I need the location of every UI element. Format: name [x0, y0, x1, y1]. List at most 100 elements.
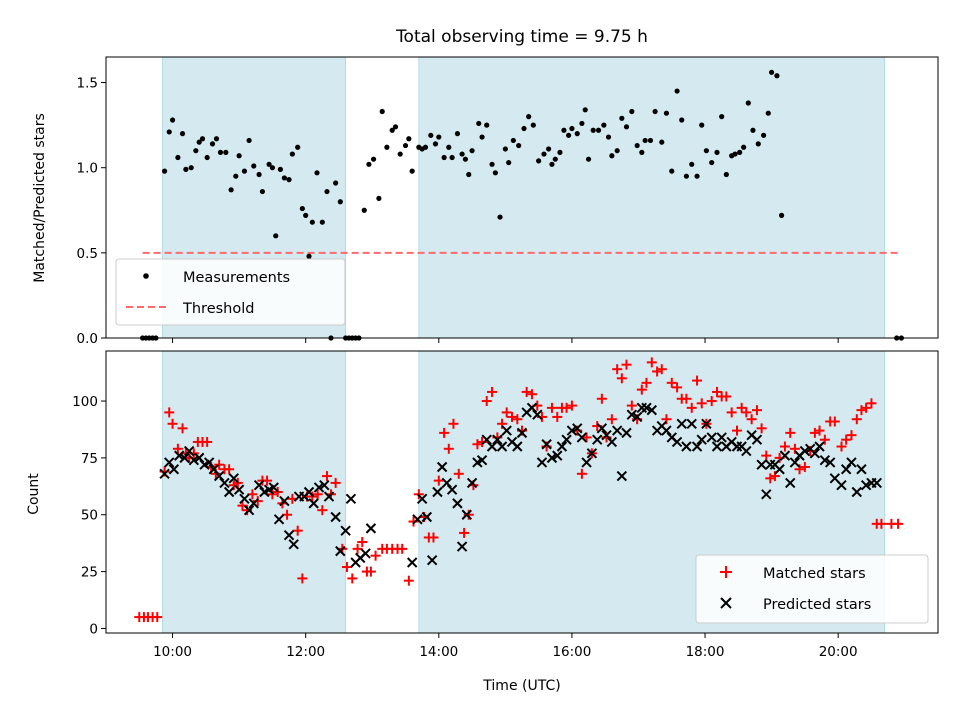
measurement-point [183, 166, 189, 172]
measurement-point [737, 149, 743, 155]
matched-star-point [252, 496, 263, 507]
measurement-point [703, 148, 709, 154]
matched-star-point [666, 377, 677, 388]
predicted-star-point [611, 425, 623, 436]
predicted-star-point [856, 464, 867, 475]
measurement-point [161, 168, 168, 174]
predicted-star-point [581, 457, 592, 468]
predicted-star-point [219, 477, 230, 489]
predicted-star-point [412, 514, 423, 525]
matched-star-point [214, 459, 225, 470]
measurement-point [209, 141, 216, 147]
measurement-point [432, 141, 439, 147]
matched-star-point [566, 400, 577, 411]
matched-star-point [761, 450, 772, 461]
measurement-point [175, 154, 181, 161]
measurement-point [199, 136, 206, 142]
measurement-point [259, 188, 266, 195]
predicted-star-point [824, 457, 836, 468]
top-observing-window [418, 56, 886, 339]
matched-star-point [330, 477, 341, 488]
predicted-star-point [496, 441, 508, 452]
matched-star-point [487, 386, 498, 397]
measurement-point [585, 156, 592, 162]
measurement-point [769, 69, 775, 75]
measurement-point [536, 158, 542, 164]
matched-star-point [546, 402, 557, 413]
predicted-star-point [691, 441, 703, 452]
measurement-point [462, 156, 469, 162]
matched-star-point [893, 518, 904, 529]
measurement-point [449, 154, 455, 161]
measurement-point [679, 117, 685, 123]
predicted-star-point [193, 452, 205, 464]
measurement-point [333, 180, 339, 186]
measurement-point [642, 137, 648, 144]
predicted-star-point [860, 479, 872, 491]
measurement-point [466, 171, 472, 178]
predicted-star-point [360, 548, 371, 559]
measurement-point [619, 115, 625, 121]
predicted-star-point [789, 457, 801, 468]
measurement-point [541, 151, 547, 157]
predicted-star-point [313, 482, 325, 493]
measurement-point [319, 219, 325, 225]
matched-star-point [656, 364, 667, 375]
measurement-point [526, 114, 532, 120]
predicted-star-point [626, 409, 638, 420]
measurement-point [366, 161, 372, 167]
predicted-star-point [183, 445, 195, 457]
matched-star-point [152, 612, 163, 623]
predicted-star-point [556, 441, 568, 452]
predicted-star-point [319, 479, 330, 491]
measurement-point [549, 161, 555, 167]
measurement-point [761, 132, 767, 138]
xtick-label: 14:00 [419, 644, 458, 660]
predicted-star-point [168, 464, 180, 475]
matched-star-point [347, 573, 358, 584]
measurement-point [306, 253, 312, 259]
matched-star-point [172, 443, 183, 454]
matched-star-point [459, 527, 470, 538]
predicted-star-point [461, 509, 472, 520]
matched-star-point [765, 473, 776, 484]
predicted-star-point [809, 448, 821, 459]
matched-star-point [501, 407, 512, 418]
measurement-point [774, 73, 780, 79]
matched-star-point [712, 386, 723, 397]
measurement-point [402, 142, 409, 149]
measurement-point [623, 124, 630, 130]
predicted-star-point [228, 473, 240, 484]
predicted-star-point [223, 486, 235, 498]
matched-star-point [341, 562, 352, 573]
predicted-star-point [164, 457, 175, 468]
predicted-star-point [481, 434, 492, 445]
predicted-star-point [741, 445, 752, 457]
matched-star-point [606, 414, 617, 425]
measurement-point [557, 149, 563, 155]
predicted-star-point [456, 541, 468, 552]
top-ytick-label: 0.0 [77, 331, 98, 347]
measurement-point [314, 170, 320, 176]
predicted-star-point [233, 484, 245, 495]
matched-star-point [507, 411, 518, 422]
predicted-star-point [552, 450, 563, 461]
measurement-point [436, 134, 442, 140]
predicted-star-point [532, 409, 543, 420]
measurement-point [574, 131, 580, 137]
bottom-axes-frame [105, 350, 939, 634]
measurement-point [484, 122, 490, 128]
top-panel: Total observing time = 9.75 h 0.0 0.5 1.0 1… [32, 27, 939, 347]
predicted-star-point [851, 486, 863, 498]
matched-star-point [626, 400, 637, 411]
matched-star-point [453, 468, 464, 479]
matched-star-point [621, 359, 632, 370]
measurement-point [663, 110, 670, 116]
matched-star-point [746, 414, 757, 425]
measurement-point [179, 131, 186, 137]
measurement-point [497, 214, 503, 220]
predicted-star-point [446, 484, 458, 495]
predicted-star-point [330, 511, 341, 523]
measurement-point [552, 156, 558, 162]
predicted-star-point [279, 495, 290, 507]
